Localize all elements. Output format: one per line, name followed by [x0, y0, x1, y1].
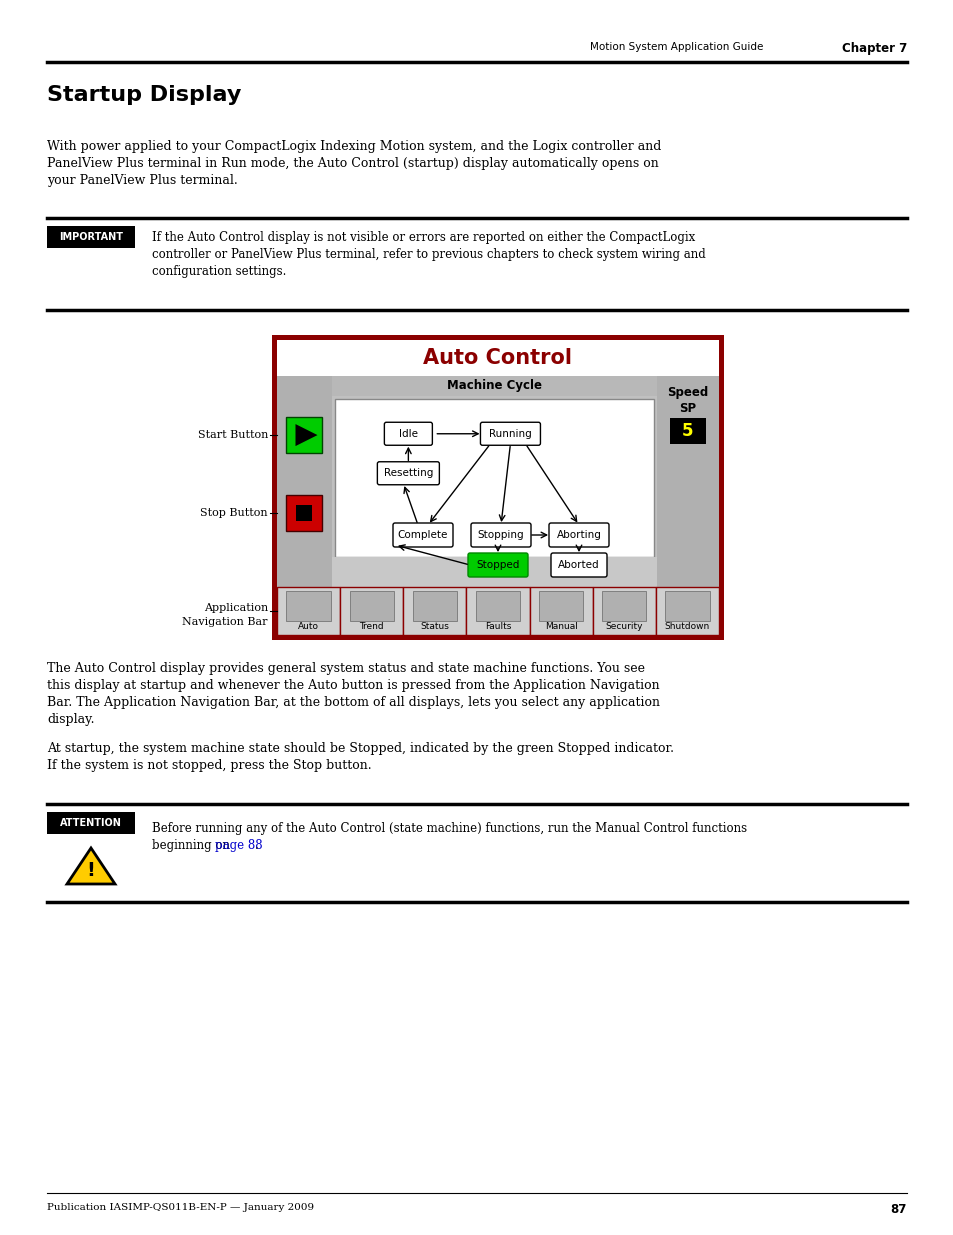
- Text: Idle: Idle: [398, 429, 417, 438]
- Text: Before running any of the Auto Control (state machine) functions, run the Manual: Before running any of the Auto Control (…: [152, 823, 746, 835]
- Bar: [47, 226, 135, 248]
- Text: Aborted: Aborted: [558, 559, 599, 571]
- Text: Bar. The Application Navigation Bar, at the bottom of all displays, lets you sel: Bar. The Application Navigation Bar, at …: [47, 697, 659, 709]
- Text: Start Button: Start Button: [197, 430, 268, 440]
- Bar: [276, 587, 340, 635]
- Text: Navigation Bar: Navigation Bar: [182, 618, 268, 627]
- Text: Startup Display: Startup Display: [47, 85, 241, 105]
- Text: Security: Security: [605, 622, 642, 631]
- Text: Manual: Manual: [544, 622, 577, 631]
- Bar: [413, 592, 456, 621]
- Bar: [466, 587, 529, 635]
- Text: Chapter 7: Chapter 7: [841, 42, 906, 56]
- Bar: [272, 335, 723, 640]
- Bar: [332, 557, 657, 587]
- Text: Application: Application: [204, 603, 268, 613]
- Text: The Auto Control display provides general system status and state machine functi: The Auto Control display provides genera…: [47, 662, 644, 676]
- Text: 87: 87: [890, 1203, 906, 1216]
- Bar: [476, 592, 519, 621]
- FancyBboxPatch shape: [384, 422, 432, 446]
- Text: Resetting: Resetting: [383, 468, 433, 478]
- Bar: [529, 587, 592, 635]
- Bar: [286, 417, 322, 453]
- Text: Publication IASIMP-QS011B-EN-P — January 2009: Publication IASIMP-QS011B-EN-P — January…: [47, 1203, 314, 1212]
- Text: With power applied to your CompactLogix Indexing Motion system, and the Logix co: With power applied to your CompactLogix …: [47, 140, 660, 153]
- Text: Motion System Application Guide: Motion System Application Guide: [589, 42, 762, 52]
- FancyBboxPatch shape: [471, 522, 531, 547]
- Bar: [286, 495, 322, 531]
- Polygon shape: [295, 424, 317, 446]
- Polygon shape: [67, 848, 115, 884]
- Bar: [664, 592, 709, 621]
- Bar: [349, 592, 394, 621]
- Text: Trend: Trend: [359, 622, 384, 631]
- Bar: [403, 587, 466, 635]
- Bar: [276, 340, 719, 375]
- Text: Complete: Complete: [397, 530, 448, 540]
- Bar: [669, 417, 705, 445]
- Text: Shutdown: Shutdown: [664, 622, 709, 631]
- Text: If the system is not stopped, press the Stop button.: If the system is not stopped, press the …: [47, 760, 372, 772]
- Text: Stopped: Stopped: [476, 559, 519, 571]
- Text: SP: SP: [679, 403, 696, 415]
- Text: this display at startup and whenever the Auto button is pressed from the Applica: this display at startup and whenever the…: [47, 679, 659, 692]
- Bar: [655, 587, 719, 635]
- Bar: [601, 592, 646, 621]
- Bar: [592, 587, 655, 635]
- Bar: [657, 375, 719, 587]
- Bar: [276, 375, 719, 587]
- Text: !: !: [87, 862, 95, 881]
- Text: Stopping: Stopping: [477, 530, 524, 540]
- Text: Running: Running: [489, 429, 531, 438]
- Text: display.: display.: [47, 713, 94, 726]
- Bar: [47, 811, 135, 834]
- Text: Speed: Speed: [667, 387, 708, 399]
- FancyBboxPatch shape: [377, 462, 439, 485]
- Text: Machine Cycle: Machine Cycle: [447, 379, 541, 393]
- Text: configuration settings.: configuration settings.: [152, 266, 286, 278]
- Text: your PanelView Plus terminal.: your PanelView Plus terminal.: [47, 174, 237, 186]
- Text: At startup, the system machine state should be Stopped, indicated by the green S: At startup, the system machine state sho…: [47, 742, 673, 755]
- Text: 5: 5: [681, 422, 693, 440]
- FancyBboxPatch shape: [551, 553, 606, 577]
- Text: .: .: [254, 839, 258, 852]
- Text: beginning on: beginning on: [152, 839, 233, 852]
- Text: Auto: Auto: [297, 622, 318, 631]
- Text: page 88: page 88: [214, 839, 262, 852]
- FancyBboxPatch shape: [468, 553, 527, 577]
- Text: IMPORTANT: IMPORTANT: [59, 232, 123, 242]
- Bar: [276, 375, 332, 587]
- Text: Aborting: Aborting: [556, 530, 600, 540]
- Text: Status: Status: [420, 622, 449, 631]
- Text: Auto Control: Auto Control: [423, 348, 572, 368]
- Text: controller or PanelView Plus terminal, refer to previous chapters to check syste: controller or PanelView Plus terminal, r…: [152, 248, 705, 261]
- Bar: [286, 592, 331, 621]
- Bar: [332, 375, 657, 396]
- Text: Stop Button: Stop Button: [200, 508, 268, 519]
- Bar: [296, 505, 313, 521]
- Text: If the Auto Control display is not visible or errors are reported on either the : If the Auto Control display is not visib…: [152, 231, 695, 245]
- Text: Faults: Faults: [484, 622, 511, 631]
- Bar: [335, 399, 654, 557]
- Text: PanelView Plus terminal in Run mode, the Auto Control (startup) display automati: PanelView Plus terminal in Run mode, the…: [47, 157, 659, 170]
- Text: ATTENTION: ATTENTION: [60, 818, 122, 827]
- FancyBboxPatch shape: [480, 422, 540, 446]
- FancyBboxPatch shape: [393, 522, 453, 547]
- Bar: [340, 587, 403, 635]
- Bar: [538, 592, 582, 621]
- FancyBboxPatch shape: [548, 522, 608, 547]
